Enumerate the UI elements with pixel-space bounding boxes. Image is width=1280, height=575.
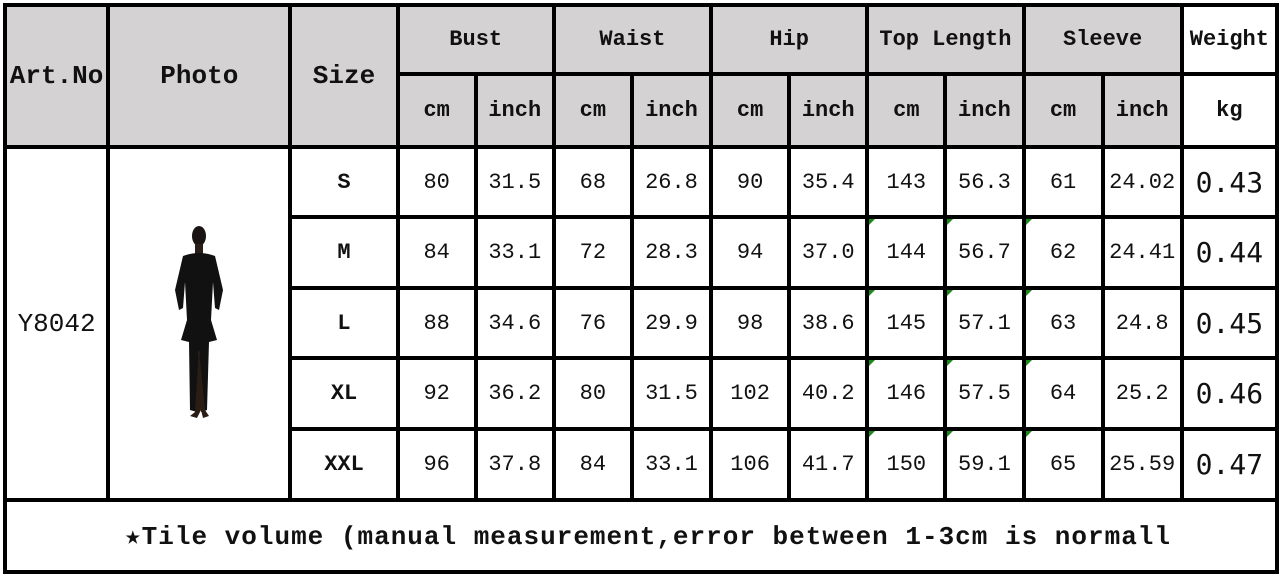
weight-value: 0.46 [1179,356,1280,431]
top-length-inch-value: 56.3 [943,145,1026,219]
bust-header: Bust [395,3,556,76]
sleeve-cm-value: 65 [1021,427,1105,502]
weight-kg-unit: kg [1179,72,1280,149]
hip-cm-value: 102 [709,356,792,431]
size-row: XL 92 36.2 80 31.5 102 40.2 146 57.5 64 25.2 0.46 [5,356,1280,431]
bust-cm-value: 88 [395,286,478,360]
hip-inch-value: 35.4 [787,145,870,219]
bust-inch-value: 33.1 [473,215,556,290]
top-length-cm-value: 144 [865,215,948,290]
waist-inch-value: 29.9 [629,286,714,360]
top-length-cm-unit: cm [865,72,948,149]
bust-inch-value: 36.2 [473,356,556,431]
size-label: M [288,215,400,290]
bust-inch-value: 31.5 [473,145,556,219]
size-label: XXL [288,427,400,502]
bust-inch-value: 34.6 [473,286,556,360]
hip-cm-unit: cm [709,72,792,149]
hip-cm-value: 94 [709,215,792,290]
bust-cm-value: 84 [395,215,478,290]
top-length-header: Top Length [865,3,1026,76]
hip-cm-value: 98 [709,286,792,360]
waist-cm-unit: cm [551,72,634,149]
bust-cm-value: 96 [395,427,478,502]
top-length-cm-value: 150 [865,427,948,502]
hip-inch-value: 37.0 [787,215,870,290]
bust-inch-unit: inch [473,72,556,149]
sleeve-inch-value: 24.8 [1100,286,1184,360]
waist-cm-value: 76 [551,286,634,360]
hip-inch-value: 40.2 [787,356,870,431]
size-row: M 84 33.1 72 28.3 94 37.0 144 56.7 62 24.41 0.44 [5,215,1280,290]
note-row: ★Tile volume (manual measurement,error b… [3,498,1279,574]
top-length-inch-value: 56.7 [943,215,1026,290]
photo-header: Photo [106,3,293,149]
sleeve-cm-value: 64 [1021,356,1105,431]
size-row: L 88 34.6 76 29.9 98 38.6 145 57.1 63 24.8 0.45 [5,286,1280,360]
waist-cm-value: 68 [551,145,634,219]
hip-inch-value: 38.6 [787,286,870,360]
article-number: Y8042 [2,145,111,502]
size-header: Size [288,3,400,149]
size-row: XXL 96 37.8 84 33.1 106 41.7 150 59.1 65 25.59 0.47 [5,427,1280,502]
size-label: XL [288,356,400,431]
sleeve-inch-value: 25.2 [1100,356,1184,431]
bust-cm-value: 80 [395,145,478,219]
waist-inch-value: 33.1 [629,427,714,502]
header-row-1: Art.No Photo Size Bust Waist Hip Top Len… [2,3,1280,149]
art-no-header: Art.No [2,3,111,149]
top-length-inch-value: 57.5 [943,356,1026,431]
weight-value: 0.44 [1179,215,1280,290]
size-label: S [288,145,400,219]
size-chart-table: Art.No Photo Size Bust Waist Hip Top Len… [2,3,1280,574]
product-photo [106,145,293,502]
sleeve-cm-unit: cm [1021,72,1105,149]
waist-inch-unit: inch [629,72,714,149]
top-length-inch-value: 57.1 [943,286,1026,360]
top-length-cm-value: 145 [865,286,948,360]
bust-cm-unit: cm [395,72,478,149]
sleeve-inch-unit: inch [1100,72,1184,149]
header-row-units: cm inch cm inch cm inch cm inch cm inch kg [5,72,1280,149]
sleeve-header: Sleeve [1021,3,1184,76]
hip-cm-value: 106 [709,427,792,502]
waist-inch-value: 26.8 [629,145,714,219]
weight-header: Weight [1179,3,1280,76]
sleeve-inch-value: 24.02 [1100,145,1184,219]
hip-inch-value: 41.7 [787,427,870,502]
waist-header: Waist [551,3,714,76]
top-length-inch-unit: inch [943,72,1026,149]
measurement-note: ★Tile volume (manual measurement,error b… [3,498,1279,574]
waist-inch-value: 28.3 [629,215,714,290]
bust-inch-value: 37.8 [473,427,556,502]
sleeve-cm-value: 61 [1021,145,1105,219]
sleeve-inch-value: 24.41 [1100,215,1184,290]
size-label: L [288,286,400,360]
waist-cm-value: 84 [551,427,634,502]
sleeve-cm-value: 62 [1021,215,1105,290]
waist-cm-value: 80 [551,356,634,431]
hip-cm-value: 90 [709,145,792,219]
weight-value: 0.45 [1179,286,1280,360]
sleeve-inch-value: 25.59 [1100,427,1184,502]
waist-inch-value: 31.5 [629,356,714,431]
sleeve-cm-value: 63 [1021,286,1105,360]
bust-cm-value: 92 [395,356,478,431]
hip-inch-unit: inch [787,72,870,149]
top-length-inch-value: 59.1 [943,427,1026,502]
jumpsuit-model-photo-icon [175,226,224,418]
size-row: Y8042 S 80 31.5 68 26.8 90 35.4 143 56.3 61 24.02 0.… [2,145,1280,502]
hip-header: Hip [709,3,870,76]
top-length-cm-value: 146 [865,356,948,431]
weight-value: 0.43 [1179,145,1280,219]
weight-value: 0.47 [1179,427,1280,502]
waist-cm-value: 72 [551,215,634,290]
top-length-cm-value: 143 [865,145,948,219]
